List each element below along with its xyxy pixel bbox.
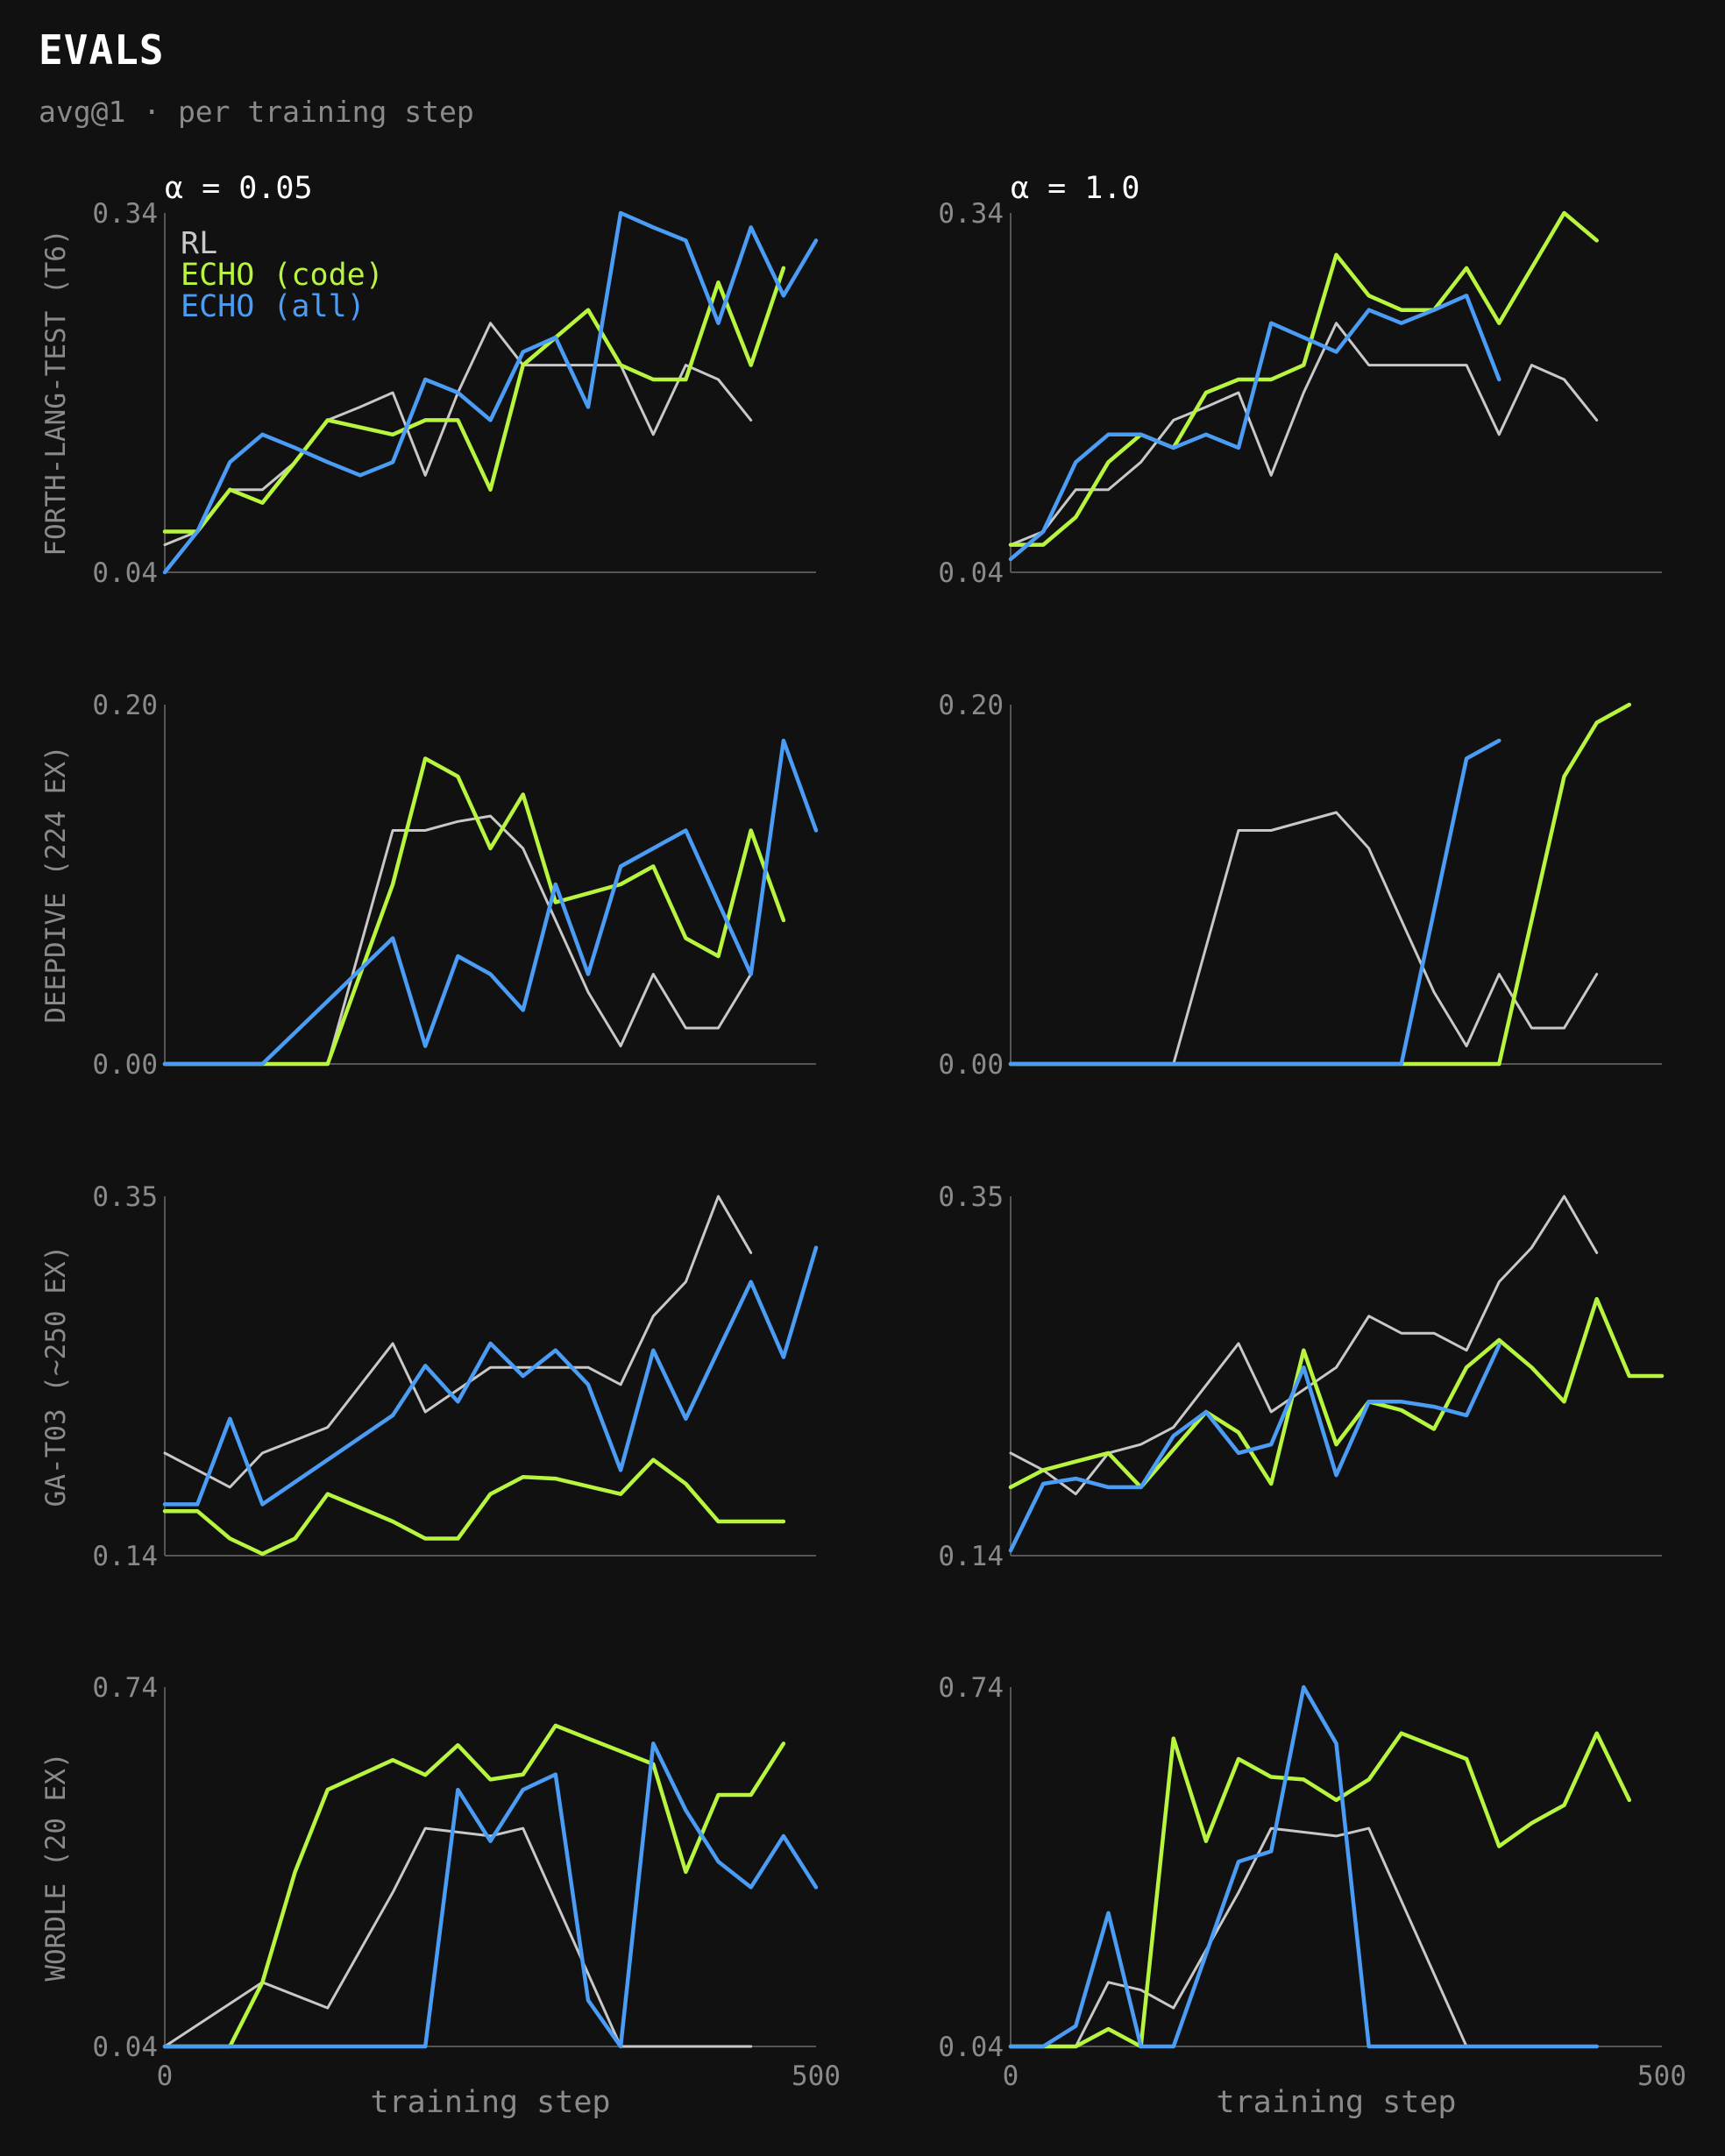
- y-tick-label-top: 0.74: [938, 1672, 1004, 1704]
- x-tick-label-start: 0: [1003, 2060, 1019, 2092]
- y-axis-label: DEEPDIVE (224 EX): [40, 745, 72, 1023]
- y-axis-label: WORDLE (20 EX): [40, 1752, 72, 1981]
- series-line-echo-all: [1008, 1684, 1599, 2049]
- y-tick-label-top: 0.35: [92, 1181, 158, 1213]
- y-tick-label-top: 0.20: [92, 690, 158, 721]
- series-line-echo-all: [162, 1741, 819, 2049]
- series-line-rl: [163, 1826, 753, 2048]
- y-tick-label-bottom: 0.14: [92, 1541, 158, 1572]
- legend-entry-rl: RL: [181, 226, 217, 261]
- series-line-echo-code: [162, 1457, 786, 1557]
- series-line-echo-all: [162, 210, 819, 575]
- y-axis-label: GA-T03 (~250 EX): [40, 1245, 72, 1507]
- series-line-echo-code: [1008, 210, 1599, 547]
- chart-panel-7: 0.74 0.040 500 WORDLE (20 EX) training step: [40, 1672, 841, 2120]
- legend-entry-echo-code: ECHO (code): [181, 258, 384, 293]
- chart-panel-6: 0.35 0.14: [938, 1181, 1665, 1572]
- x-axis-label: training step: [1217, 2085, 1457, 2120]
- series-line-echo-all: [162, 738, 819, 1067]
- y-tick-label-top: 0.34: [92, 198, 158, 230]
- x-tick-label-end: 500: [1637, 2060, 1686, 2092]
- series-line-echo-code: [162, 266, 786, 534]
- y-axis-label: FORTH-LANG-TEST (T6): [40, 229, 72, 556]
- series-line-rl: [1009, 322, 1599, 547]
- chart-panel-5: 0.35 0.14 GA-T03 (~250 EX): [40, 1181, 819, 1572]
- y-tick-label-bottom: 0.00: [938, 1049, 1004, 1081]
- series-line-echo-code: [162, 1723, 786, 2049]
- y-tick-label-top: 0.74: [92, 1672, 158, 1704]
- series-line-echo-all: [1008, 1343, 1501, 1553]
- x-tick-label-end: 500: [792, 2060, 841, 2092]
- chart-panel-2: 0.34 0.04 α = 1.0: [938, 171, 1662, 589]
- series-line-echo-code: [1008, 702, 1632, 1067]
- series-line-echo-code: [162, 756, 786, 1067]
- x-axis-label: training step: [371, 2085, 611, 2120]
- y-tick-label-bottom: 0.14: [938, 1541, 1004, 1572]
- series-line-rl: [1009, 1826, 1599, 2048]
- chart-panel-8: 0.74 0.040 500 training step: [938, 1672, 1686, 2120]
- series-line-rl: [163, 814, 753, 1066]
- page-title: EVALS: [39, 26, 165, 74]
- series-line-rl: [163, 1195, 753, 1489]
- panel-title: α = 1.0: [1011, 171, 1140, 206]
- panel-title: α = 0.05: [165, 171, 313, 206]
- page-subtitle: avg@1 · per training step: [39, 95, 474, 129]
- series-line-rl: [1009, 1195, 1599, 1496]
- series-line-echo-code: [1008, 1731, 1632, 2049]
- y-tick-label-bottom: 0.04: [92, 2032, 158, 2063]
- series-line-echo-all: [1008, 294, 1501, 562]
- legend-entry-echo-all: ECHO (all): [181, 289, 366, 324]
- series-line-echo-all: [1008, 738, 1501, 1067]
- y-tick-label-top: 0.35: [938, 1181, 1004, 1213]
- chart-panel-4: 0.20 0.00: [938, 690, 1662, 1081]
- series-line-rl: [1009, 811, 1599, 1066]
- series-line-echo-code: [1008, 1296, 1665, 1490]
- y-tick-label-bottom: 0.04: [938, 557, 1004, 589]
- y-tick-label-top: 0.34: [938, 198, 1004, 230]
- x-tick-label-start: 0: [157, 2060, 174, 2092]
- y-tick-label-bottom: 0.04: [938, 2032, 1004, 2063]
- chart-panel-3: 0.20 0.00 DEEPDIVE (224 EX): [40, 690, 819, 1081]
- y-tick-label-top: 0.20: [938, 690, 1004, 721]
- series-line-echo-all: [162, 1245, 819, 1507]
- series-line-rl: [163, 322, 753, 547]
- y-tick-label-bottom: 0.04: [92, 557, 158, 589]
- y-tick-label-bottom: 0.00: [92, 1049, 158, 1081]
